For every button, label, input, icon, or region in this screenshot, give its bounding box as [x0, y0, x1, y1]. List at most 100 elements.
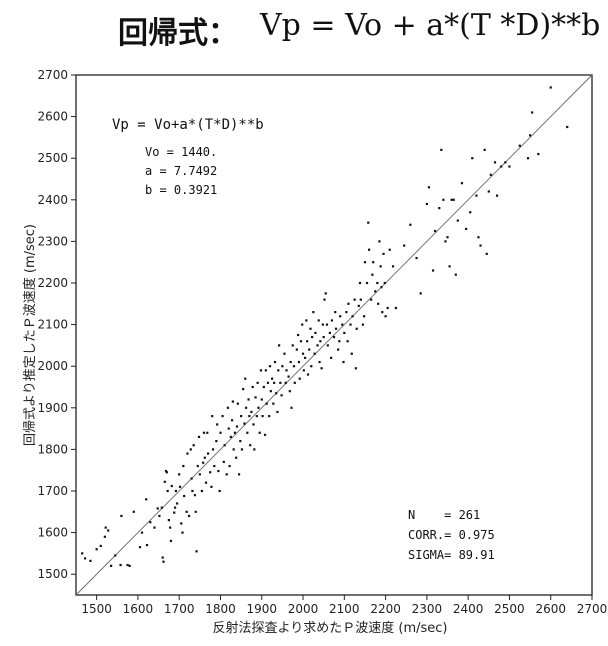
data-point — [475, 194, 478, 197]
data-point — [206, 431, 209, 434]
data-point — [246, 431, 249, 434]
data-point — [162, 560, 165, 563]
data-point — [367, 221, 370, 224]
data-point — [438, 207, 441, 210]
data-point — [372, 261, 375, 264]
x-tick-label: 1700 — [164, 602, 195, 616]
data-point — [203, 456, 206, 459]
data-point — [323, 298, 326, 301]
data-point — [237, 473, 241, 476]
data-point — [377, 302, 380, 305]
data-point — [318, 360, 321, 364]
data-point — [273, 381, 276, 384]
data-point — [288, 390, 291, 393]
data-point — [431, 269, 435, 272]
data-point — [311, 335, 314, 339]
data-point — [419, 292, 422, 295]
data-point — [292, 365, 296, 368]
data-point — [149, 521, 152, 524]
data-point — [221, 415, 224, 418]
data-point — [306, 340, 309, 343]
data-point — [297, 360, 301, 364]
data-point — [181, 531, 184, 534]
data-point — [298, 377, 301, 380]
data-point — [363, 261, 367, 264]
data-point — [209, 471, 212, 474]
data-point — [367, 248, 371, 251]
stat-n: N = 261 — [408, 508, 480, 522]
data-point — [196, 464, 199, 468]
data-point — [425, 202, 428, 206]
data-point — [169, 526, 172, 529]
data-point — [324, 292, 327, 295]
data-point — [359, 298, 362, 301]
data-point — [81, 552, 84, 555]
data-point — [284, 381, 287, 384]
data-point — [500, 165, 503, 168]
data-point — [251, 385, 254, 389]
stat-corr: CORR.= 0.975 — [408, 528, 495, 542]
data-point — [229, 435, 232, 439]
data-point — [290, 406, 293, 409]
data-point — [95, 548, 98, 551]
data-point — [103, 535, 106, 538]
data-point — [358, 281, 362, 285]
y-tick-label: 1500 — [37, 567, 68, 581]
data-point — [226, 406, 230, 409]
plot-area — [75, 74, 593, 596]
data-point — [182, 464, 185, 468]
data-point — [158, 514, 161, 518]
data-point — [276, 410, 279, 414]
data-point — [193, 494, 196, 497]
data-point — [309, 327, 312, 330]
data-point — [242, 387, 245, 391]
annotation-param-a: a = 7.7492 — [145, 164, 217, 178]
data-point — [273, 360, 277, 364]
data-point — [219, 431, 222, 434]
data-point — [126, 563, 129, 567]
data-point — [301, 323, 304, 326]
data-point — [403, 244, 406, 247]
data-point — [138, 546, 142, 549]
data-point — [489, 173, 492, 176]
data-point — [253, 448, 256, 451]
x-axis: 1500 1600 1700 1800 1900 2000 2100 2200 2300 2400… — [81, 595, 607, 616]
data-point — [236, 402, 239, 405]
data-point — [280, 394, 283, 397]
data-point — [456, 219, 459, 222]
data-point — [167, 519, 170, 522]
data-point — [160, 506, 163, 509]
data-point — [255, 415, 258, 418]
data-point — [444, 240, 447, 243]
data-point — [277, 344, 281, 347]
data-point — [483, 148, 486, 151]
data-point — [312, 311, 315, 314]
data-point — [485, 252, 488, 255]
data-point — [380, 286, 383, 289]
annotation-param-b: b = 0.3921 — [145, 183, 217, 197]
data-point — [240, 448, 244, 451]
data-point — [342, 360, 345, 364]
data-point — [287, 375, 290, 378]
y-tick-label: 2300 — [37, 234, 68, 248]
y-axis: 1500 1600 1700 1800 1900 2000 2100 2200 2300 2400… — [37, 68, 76, 581]
data-point — [339, 315, 342, 318]
data-point — [295, 348, 298, 351]
data-point — [272, 402, 275, 405]
data-point — [301, 352, 305, 355]
data-point — [173, 506, 177, 509]
data-point — [165, 471, 168, 474]
data-point — [252, 423, 255, 426]
data-point — [479, 244, 482, 247]
data-point — [145, 498, 148, 501]
data-point — [244, 377, 247, 380]
data-point — [204, 481, 208, 484]
data-point — [306, 373, 310, 376]
data-point — [83, 557, 87, 560]
data-point — [206, 452, 210, 455]
y-tick-label: 2400 — [37, 193, 68, 207]
data-point — [210, 485, 213, 488]
data-point — [261, 415, 264, 418]
data-point — [202, 431, 206, 434]
data-point — [528, 134, 532, 137]
